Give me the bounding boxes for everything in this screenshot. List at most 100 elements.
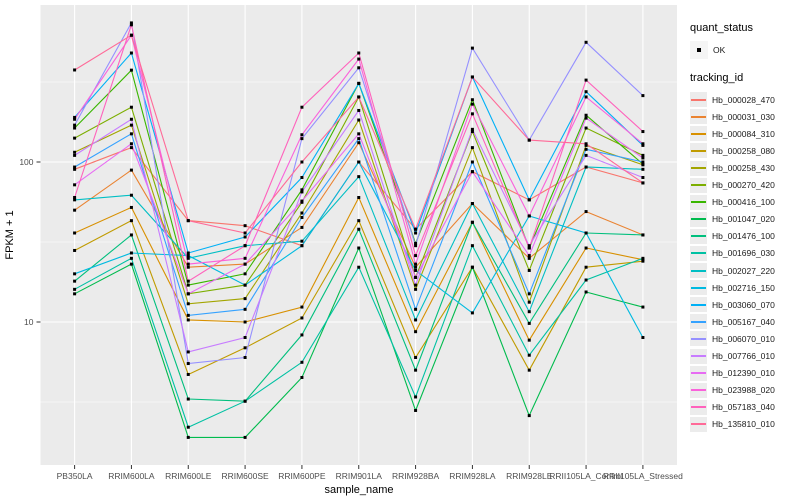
data-point (584, 231, 588, 235)
data-point (414, 254, 418, 258)
data-point (584, 126, 588, 130)
data-point (129, 21, 133, 25)
line-swatch-icon (690, 365, 707, 381)
data-point (129, 219, 133, 223)
data-point (357, 81, 361, 85)
legend-item-label: Hb_001696_030 (712, 248, 775, 259)
legend-item-ok: OK (690, 40, 800, 59)
data-point (300, 305, 304, 309)
x-tick-label: RRIM928LA (449, 471, 496, 481)
legend-item-Hb_005167_040: Hb_005167_040 (690, 313, 800, 330)
data-point (584, 142, 588, 146)
data-point (527, 292, 531, 296)
legend-item-Hb_003060_070: Hb_003060_070 (690, 296, 800, 313)
data-point (641, 167, 645, 171)
data-point (73, 165, 77, 169)
data-point (527, 214, 531, 218)
data-point (186, 362, 190, 366)
data-point (129, 68, 133, 72)
data-point (73, 195, 77, 199)
data-point (641, 143, 645, 147)
legend-item-label: Hb_001047_020 (712, 214, 775, 225)
data-point (73, 115, 77, 119)
data-point (414, 262, 418, 266)
x-tick-label: RRIM928LE (506, 471, 553, 481)
data-point (73, 68, 77, 72)
data-point (527, 310, 531, 314)
data-point (641, 153, 645, 157)
data-point (584, 278, 588, 282)
legend-item-label: Hb_006070_010 (712, 333, 775, 344)
data-point (527, 300, 531, 304)
legend-item-label: Hb_002027_220 (712, 265, 775, 276)
data-point (186, 318, 190, 322)
data-point (584, 246, 588, 250)
data-point (73, 231, 77, 235)
data-point (243, 336, 247, 340)
data-point (414, 330, 418, 334)
data-point (527, 244, 531, 248)
data-point (300, 176, 304, 180)
data-point (357, 265, 361, 269)
data-point (584, 78, 588, 82)
data-point (357, 95, 361, 99)
data-point (470, 127, 474, 131)
data-point (641, 259, 645, 263)
x-tick-label: RRIM928BA (392, 471, 440, 481)
data-point (414, 287, 418, 291)
data-point (300, 225, 304, 229)
data-point (414, 283, 418, 287)
data-point (186, 350, 190, 354)
legend-item-Hb_001696_030: Hb_001696_030 (690, 245, 800, 262)
data-point (129, 233, 133, 237)
data-point (357, 160, 361, 164)
data-point (186, 251, 190, 255)
data-point (414, 244, 418, 248)
data-point (300, 316, 304, 320)
data-point (470, 102, 474, 106)
data-point (641, 142, 645, 146)
x-tick-label: RRIM901LA (336, 471, 383, 481)
data-point (414, 265, 418, 269)
x-tick-label: RRIM600LE (165, 471, 212, 481)
data-point (186, 265, 190, 269)
data-point (129, 256, 133, 260)
data-point (73, 123, 77, 127)
data-point (243, 307, 247, 311)
x-tick-label: RRII105LA_Control (549, 471, 623, 481)
legend: quant_status OK tracking_id Hb_000028_47… (690, 22, 800, 433)
x-tick-label: RRIM600SE (221, 471, 269, 481)
data-point (414, 231, 418, 235)
x-tick-label: RRIM600LA (108, 471, 155, 481)
data-point (470, 98, 474, 102)
data-point (243, 224, 247, 228)
data-point (641, 256, 645, 260)
data-point (584, 210, 588, 214)
line-swatch-icon (690, 126, 707, 142)
data-point (641, 162, 645, 166)
data-point (527, 338, 531, 342)
x-tick-label: PB350LA (57, 471, 93, 481)
line-swatch-icon (690, 211, 707, 227)
line-swatch-icon (690, 109, 707, 125)
legend-item-label: Hb_003060_070 (712, 299, 775, 310)
data-point (186, 279, 190, 283)
line-swatch-icon (690, 416, 707, 432)
data-point (186, 313, 190, 317)
ok-point-icon (690, 40, 708, 59)
data-point (357, 57, 361, 61)
data-point (73, 150, 77, 154)
legend-item-Hb_000084_310: Hb_000084_310 (690, 125, 800, 142)
data-point (357, 132, 361, 136)
line-swatch-icon (690, 263, 707, 279)
data-point (470, 220, 474, 224)
data-point (243, 346, 247, 350)
tracking-id-legend-title: tracking_id (690, 72, 744, 85)
line-swatch-icon (690, 160, 707, 176)
data-point (300, 375, 304, 379)
data-point (243, 320, 247, 324)
data-point (300, 211, 304, 215)
legend-item-Hb_002027_220: Hb_002027_220 (690, 262, 800, 279)
data-point (73, 272, 77, 276)
data-point (73, 292, 77, 296)
